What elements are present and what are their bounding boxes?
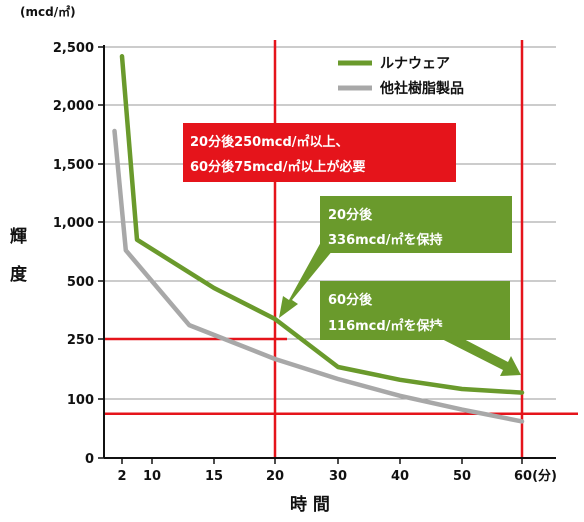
x-tick-label: 15	[205, 469, 223, 484]
y-tick-label: 1,500	[53, 158, 94, 173]
x-tick-label: 10	[143, 469, 161, 484]
series-line-他社樹脂製品	[112, 128, 525, 424]
note-60min: 60分後 116mcd/㎡を保持	[320, 281, 521, 376]
unit-label: (mcd/㎡)	[20, 4, 76, 19]
y-tick-label: 0	[85, 452, 94, 467]
legend-label-他社樹脂製品: 他社樹脂製品	[379, 80, 464, 97]
requirement-box-bg	[183, 123, 456, 182]
x-tick-label: 2	[117, 469, 126, 484]
y-tick-label: 100	[67, 393, 94, 408]
x-tick-label: 20	[266, 469, 284, 484]
series-line-ルナウェア	[119, 54, 525, 395]
y-tick-label: 2,500	[53, 41, 94, 56]
x-tick-label: 50	[453, 469, 471, 484]
note-20min-line-1: 20分後	[328, 207, 373, 223]
tick-labels: 0 100 250 500 1,000 1,500 2,000 2,500 2 10 15 20 30 4…	[53, 41, 557, 484]
note-60min-arrow	[430, 324, 521, 376]
note-20min-box	[320, 196, 512, 253]
note-60min-line-1: 60分後	[328, 292, 373, 308]
x-tick-label: 60(分)	[514, 468, 557, 484]
note-60min-box	[320, 281, 510, 340]
y-tick-label: 250	[67, 333, 94, 348]
y-tick-label: 2,000	[53, 99, 94, 114]
y-tick-label: 1,000	[53, 216, 94, 231]
note-60min-line-2: 116mcd/㎡を保持	[328, 318, 442, 334]
legend-label-ルナウェア: ルナウェア	[380, 56, 450, 72]
y-axis-label-2: 度	[10, 264, 28, 285]
note-20min-arrow	[279, 242, 333, 318]
x-tick-label: 30	[329, 469, 347, 484]
reference-lines	[104, 40, 578, 458]
y-tick-label: 500	[67, 275, 94, 290]
requirement-box: 20分後250mcd/㎡以上、 60分後75mcd/㎡以上が必要	[183, 123, 456, 182]
note-20min: 20分後 336mcd/㎡を保持	[279, 196, 512, 318]
x-axis-label: 時 間	[290, 494, 330, 515]
requirement-line-2: 60分後75mcd/㎡以上が必要	[190, 159, 366, 175]
series-layer	[112, 54, 525, 424]
legend: ルナウェア 他社樹脂製品	[338, 56, 464, 97]
note-20min-line-2: 336mcd/㎡を保持	[328, 232, 442, 248]
x-tick-label: 40	[391, 469, 409, 484]
y-axis-label-1: 輝	[10, 227, 27, 247]
requirement-line-1: 20分後250mcd/㎡以上、	[190, 134, 349, 150]
axes	[98, 45, 556, 464]
